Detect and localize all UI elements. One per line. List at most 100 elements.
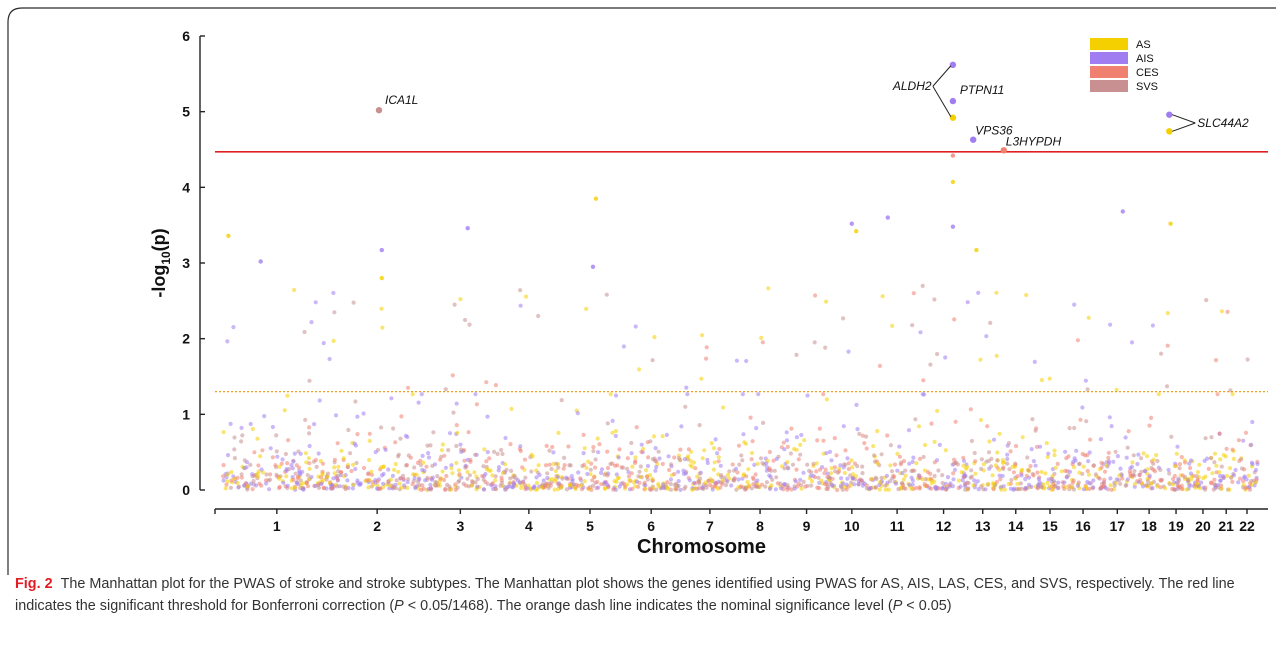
data-point [772,468,777,473]
data-point [465,226,470,231]
data-point [386,467,391,472]
data-point [719,473,724,478]
data-point [1229,475,1234,480]
data-point [1039,378,1044,383]
data-point [767,473,772,478]
data-point [405,480,410,485]
data-point [629,451,634,456]
data-point [691,460,697,465]
data-point [454,423,459,428]
data-point [446,448,451,453]
data-point [1159,351,1164,356]
data-point [578,483,584,488]
data-point [857,431,862,436]
data-point [620,465,626,470]
data-point [687,478,693,483]
data-point [965,300,970,305]
data-point [485,414,490,419]
data-point [605,449,610,454]
data-point [1028,464,1033,469]
data-point [367,431,372,436]
data-point [735,470,740,475]
data-point [782,466,787,471]
data-point [584,306,589,311]
data-point [498,483,503,488]
data-point [562,455,567,460]
data-point [430,463,435,468]
data-point [639,449,644,454]
data-point [280,457,285,462]
data-point [606,471,611,476]
data-point [709,479,715,484]
data-point [581,432,586,437]
data-point [403,433,408,438]
data-point [267,487,272,492]
data-point [1247,481,1253,486]
data-point [625,482,630,487]
data-point [273,463,278,468]
data-point [809,483,814,488]
data-point [391,426,396,431]
data-point [784,438,790,443]
data-point [1086,459,1091,464]
data-point [633,484,638,489]
data-point [270,455,275,460]
data-point [508,442,513,447]
data-point [798,477,803,482]
data-point [605,465,611,471]
data-point [961,455,966,460]
x-tick-label: 14 [1008,518,1024,534]
data-point [759,482,765,487]
data-point [1225,309,1230,314]
hit-point [949,114,957,121]
y-tick-label: 3 [182,255,190,271]
data-point [610,418,615,423]
data-point [568,463,573,468]
data-point [1155,484,1160,489]
data-point [325,474,330,479]
data-point [258,454,263,459]
data-point [598,470,604,475]
data-point [979,457,985,462]
data-point [1071,478,1076,483]
data-point [1014,444,1019,449]
data-point [878,480,883,485]
data-point [701,486,706,492]
data-point [331,338,336,343]
data-point [715,451,720,456]
data-point [956,478,961,483]
data-point [561,466,566,471]
data-point [541,478,546,483]
data-point [920,477,925,482]
data-point [313,300,318,305]
data-point [676,479,681,484]
data-point [850,465,855,470]
data-point [390,473,395,478]
data-point [277,484,282,489]
data-point [522,457,528,462]
data-point [1033,463,1038,468]
data-point [978,417,984,423]
data-point [1239,466,1245,471]
data-point [414,472,419,477]
data-point [313,457,318,463]
data-point [963,484,968,489]
data-point [1203,487,1208,492]
data-point [731,468,737,473]
data-point [493,383,498,388]
data-point [347,451,353,456]
data-point [1034,444,1040,449]
data-point [1020,467,1025,473]
data-point [566,444,571,449]
data-point [690,487,695,492]
data-point [712,460,717,465]
data-point [1199,480,1204,485]
data-point [1005,456,1010,462]
data-point [1063,449,1068,454]
data-point [1009,477,1014,483]
data-point [991,481,996,487]
data-point [785,487,790,492]
y-tick-label: 1 [182,406,190,422]
data-point [1047,376,1052,381]
data-point [260,448,265,453]
